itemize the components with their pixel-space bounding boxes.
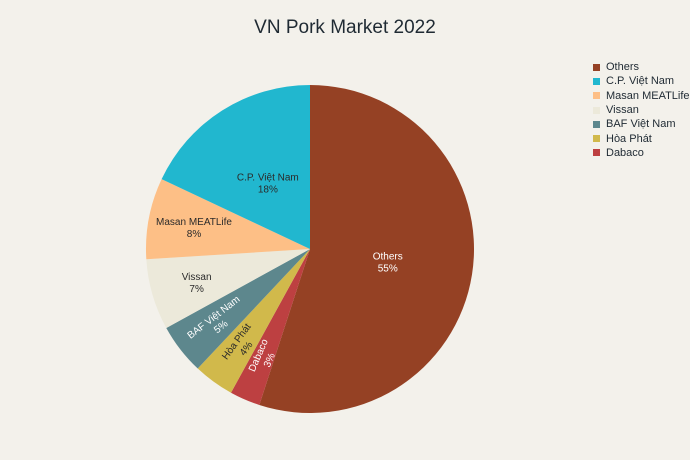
slice-dabaco	[230, 249, 310, 405]
slice-vissan	[146, 249, 310, 329]
pie-labels: Others 55%Dabaco3%Hòa Phát4%BAF Việt Nam5…	[156, 173, 403, 374]
chart-title: VN Pork Market 2022	[254, 17, 436, 38]
slice-hoa-phat	[197, 249, 310, 393]
legend-item-others[interactable]: Others	[593, 60, 690, 74]
legend-item-hoa-phat[interactable]: Hòa Phát	[593, 131, 690, 145]
legend: Others C.P. Việt Nam Masan MEATLife Vissan B…	[593, 60, 690, 160]
legend-swatch	[593, 120, 600, 128]
legend-label: Hòa Phát	[606, 132, 652, 145]
slice-label-others: Others 55%	[373, 251, 403, 274]
legend-label: Vissan	[606, 104, 639, 117]
slice-others	[259, 85, 475, 413]
legend-swatch	[593, 149, 600, 157]
legend-item-baf-viet-nam[interactable]: BAF Việt Nam	[593, 117, 690, 131]
legend-label: Masan MEATLife	[606, 89, 690, 102]
legend-item-masan-meatlife[interactable]: Masan MEATLife	[593, 89, 690, 103]
legend-swatch	[593, 63, 600, 71]
legend-swatch	[593, 135, 600, 143]
slice-c-p-viet-nam	[161, 85, 310, 249]
legend-label: Dabaco	[606, 146, 644, 159]
legend-item-vissan[interactable]: Vissan	[593, 103, 690, 117]
slice-label-masan-meatlife: Masan MEATLife 8%	[156, 217, 232, 240]
legend-label: BAF Việt Nam	[606, 118, 676, 131]
legend-label: C.P. Việt Nam	[606, 75, 675, 88]
legend-item-dabaco[interactable]: Dabaco	[593, 146, 690, 160]
legend-swatch	[593, 77, 600, 85]
legend-label: Others	[606, 61, 640, 74]
slice-baf-viet-nam	[166, 249, 310, 369]
slice-label-c-p-viet-nam: C.P. Việt Nam 18%	[237, 173, 299, 196]
legend-swatch	[593, 106, 600, 114]
slice-label-vissan: Vissan 7%	[182, 272, 212, 295]
legend-item-c-p-viet-nam[interactable]: C.P. Việt Nam	[593, 74, 690, 88]
pie-slices	[145, 85, 475, 413]
legend-swatch	[593, 92, 600, 100]
slice-masan-meatlife	[145, 179, 310, 260]
